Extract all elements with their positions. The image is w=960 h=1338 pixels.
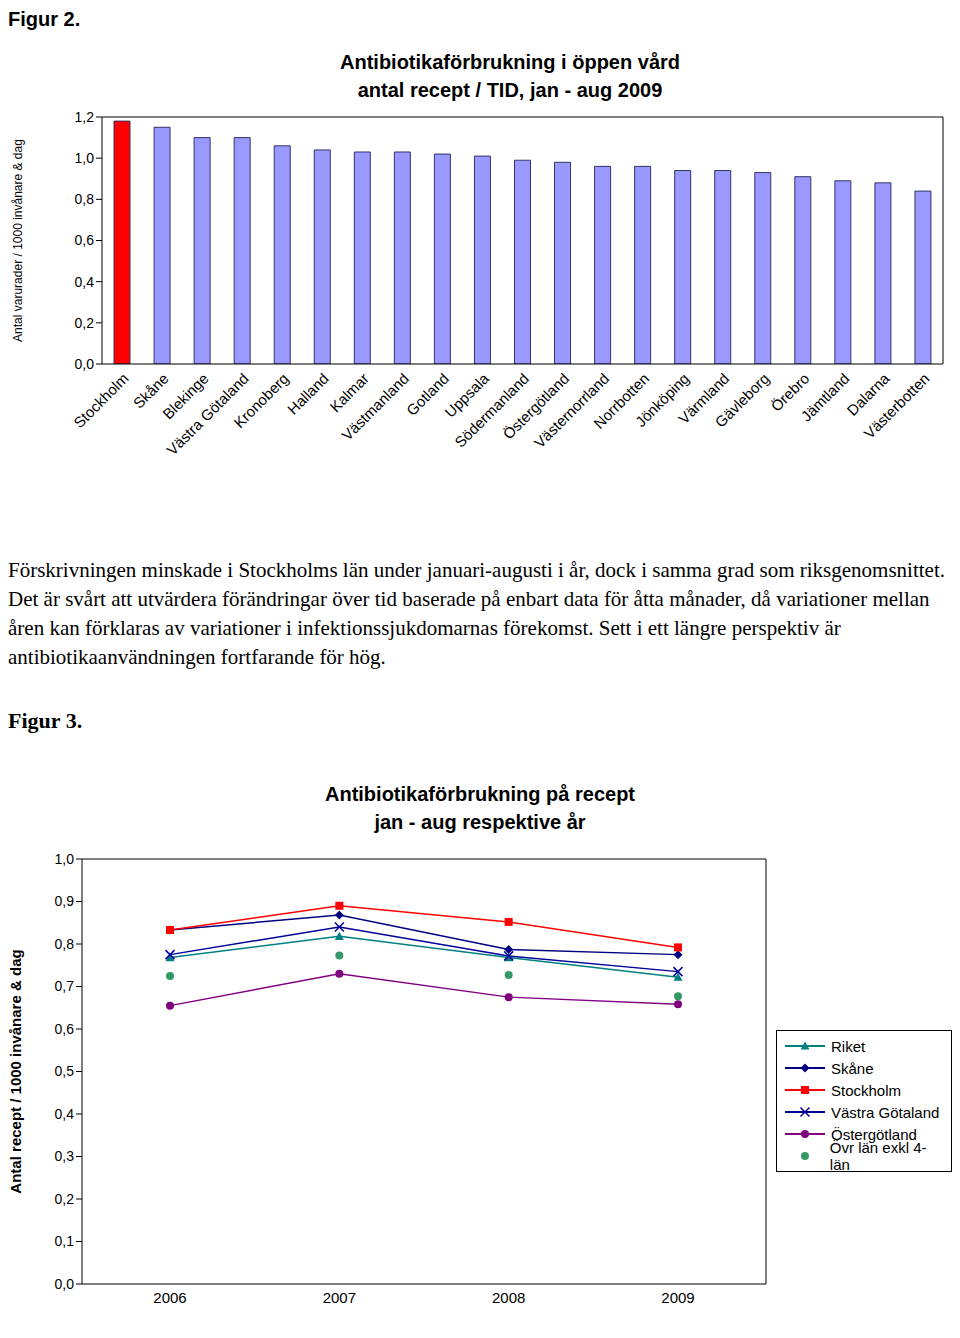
- svg-text:Gotland: Gotland: [402, 369, 453, 419]
- svg-text:0,7: 0,7: [55, 978, 75, 994]
- html-text:Figur 2.: Figur 2.: [8, 8, 81, 30]
- svg-text:Gävleborg: Gävleborg: [711, 370, 772, 431]
- svg-text:Värmland: Värmland: [675, 369, 733, 428]
- svg-text:0,1: 0,1: [55, 1233, 75, 1249]
- svg-text:Kronoberg: Kronoberg: [230, 370, 292, 432]
- html-text:Antibiotikaförbrukning i öppen: Antibiotikaförbrukning i öppen vård: [340, 51, 680, 73]
- svg-text:Uppsala: Uppsala: [441, 369, 493, 421]
- svg-text:Västernorrland: Västernorrland: [530, 369, 613, 452]
- html-text:Förskrivningen minskade i Stoc: Förskrivningen minskade i Stockholms län…: [8, 558, 945, 669]
- svg-text:1,0: 1,0: [75, 150, 95, 166]
- svg-text:Västra Götaland: Västra Götaland: [163, 369, 252, 459]
- svg-text:0,6: 0,6: [75, 232, 95, 248]
- svg-text:Östergötland: Östergötland: [499, 369, 573, 443]
- svg-text:2008: 2008: [492, 1289, 525, 1306]
- svg-text:Västerbotten: Västerbotten: [860, 370, 932, 442]
- svg-text:Skåne: Skåne: [129, 369, 172, 412]
- svg-text:0,2: 0,2: [55, 1191, 75, 1207]
- html-text:Antibiotikaförbrukning på rece: Antibiotikaförbrukning på recept: [325, 783, 635, 805]
- svg-text:0,8: 0,8: [55, 936, 75, 952]
- svg-text:0,9: 0,9: [55, 893, 75, 909]
- html-text:Övr län exkl 4-län: Övr län exkl 4-län: [829, 1139, 927, 1173]
- svg-text:Jönköping: Jönköping: [632, 369, 693, 430]
- svg-text:Antal varurader / 1000 invånar: Antal varurader / 1000 invånare & dag: [11, 139, 25, 342]
- svg-text:Kalmar: Kalmar: [326, 369, 372, 416]
- html-text:Figur 3.: Figur 3.: [8, 708, 83, 733]
- svg-text:Örebro: Örebro: [767, 369, 813, 415]
- svg-text:Antal recept / 1000 invånare &: Antal recept / 1000 invånare & dag: [8, 949, 24, 1193]
- html-text:Västra Götaland: Västra Götaland: [831, 1103, 940, 1121]
- svg-text:0,8: 0,8: [75, 191, 95, 207]
- html-text:antal recept / TID, jan - aug: antal recept / TID, jan - aug 2009: [357, 79, 663, 101]
- svg-text:0,0: 0,0: [75, 356, 95, 372]
- svg-text:Blekinge: Blekinge: [159, 369, 212, 423]
- html-text:Riket: Riket: [831, 1037, 866, 1055]
- html-text:Skåne: Skåne: [831, 1059, 874, 1077]
- svg-text:Jämtland: Jämtland: [797, 370, 852, 425]
- svg-text:2007: 2007: [323, 1289, 356, 1306]
- svg-text:Västmanland: Västmanland: [338, 370, 412, 444]
- svg-text:Norrbotten: Norrbotten: [590, 369, 653, 432]
- svg-text:Halland: Halland: [284, 370, 332, 418]
- svg-text:0,2: 0,2: [75, 315, 95, 331]
- svg-text:0,0: 0,0: [55, 1276, 75, 1292]
- svg-text:0,3: 0,3: [55, 1148, 75, 1164]
- svg-text:Dalarna: Dalarna: [843, 369, 893, 419]
- html-text:jan - aug respektive år: jan - aug respektive år: [374, 811, 586, 833]
- svg-text:Södermanland: Södermanland: [451, 369, 533, 451]
- html-text:Stockholm: Stockholm: [831, 1081, 901, 1099]
- html-text:Östergötland: Östergötland: [831, 1125, 917, 1143]
- svg-text:0,5: 0,5: [55, 1063, 75, 1079]
- svg-text:0,4: 0,4: [55, 1106, 75, 1122]
- svg-text:0,4: 0,4: [75, 274, 95, 290]
- svg-text:2006: 2006: [153, 1289, 186, 1306]
- svg-text:0,6: 0,6: [55, 1021, 75, 1037]
- svg-text:Stockholm: Stockholm: [70, 370, 132, 432]
- svg-text:2009: 2009: [661, 1289, 694, 1306]
- svg-text:1,0: 1,0: [55, 851, 75, 867]
- svg-text:1,2: 1,2: [75, 109, 95, 125]
